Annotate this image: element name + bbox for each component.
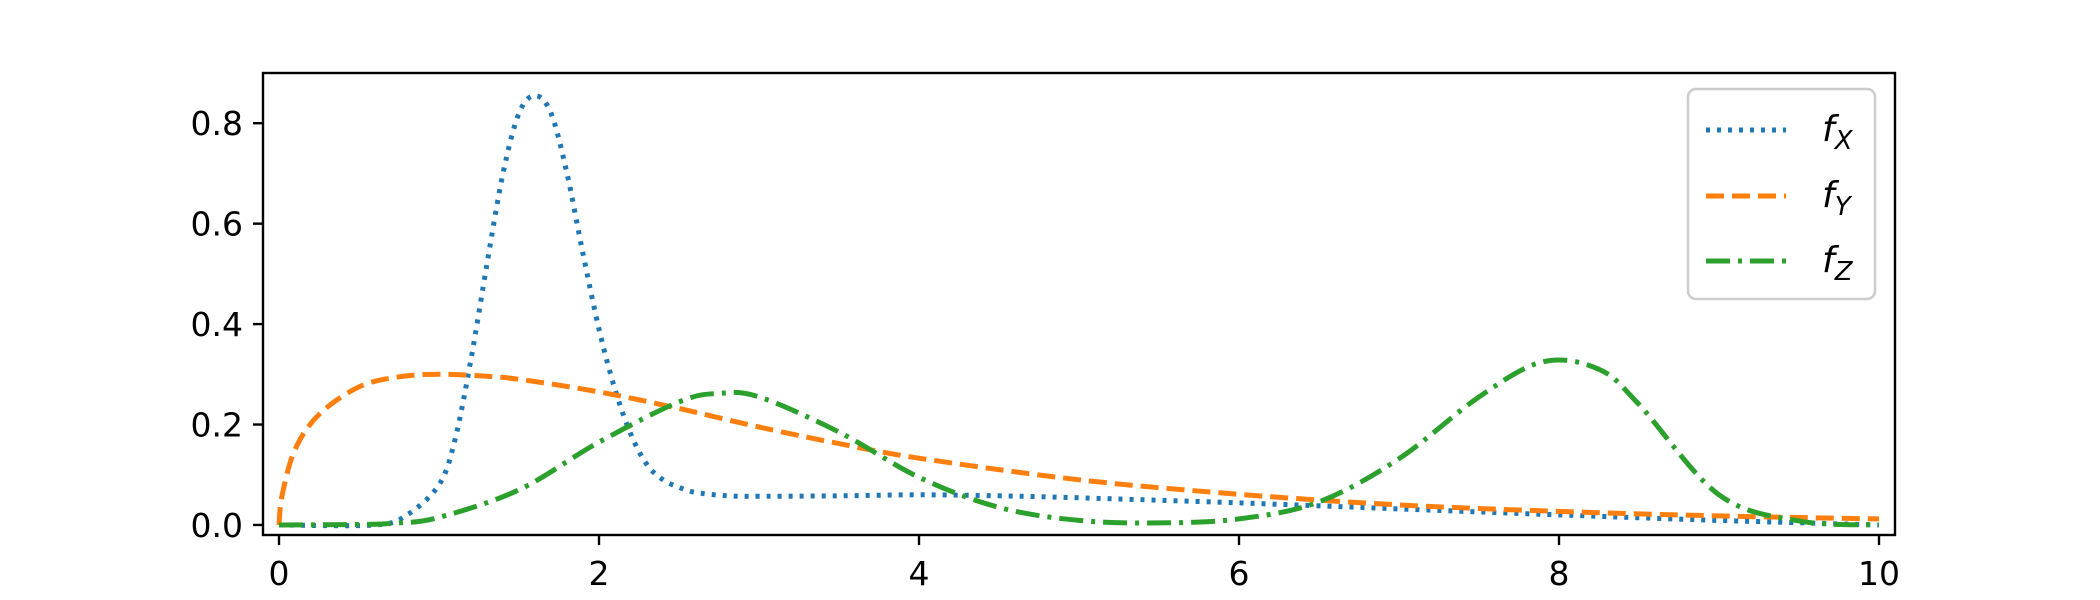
- y-tick-label: 0.2: [191, 406, 243, 445]
- series-line-fx: [278, 93, 1880, 529]
- x-tick-label: 4: [909, 554, 930, 593]
- legend-fy-subscript: Y: [1835, 192, 1853, 222]
- legend: fX fY fZ: [1686, 87, 1877, 301]
- legend-label-fx: fX: [1822, 109, 1854, 156]
- legend-fx-subscript: X: [1833, 126, 1854, 156]
- x-tick-label: 0: [269, 554, 290, 593]
- x-axis: 0 2 4 6 8 10: [269, 535, 1900, 593]
- y-tick-label: 0.0: [191, 506, 243, 545]
- x-tick-label: 10: [1858, 554, 1900, 593]
- x-tick-label: 2: [589, 554, 610, 593]
- plot-background: [263, 73, 1895, 535]
- legend-fz-subscript: Z: [1834, 257, 1854, 287]
- x-tick-label: 6: [1229, 554, 1250, 593]
- y-tick-label: 0.4: [191, 305, 243, 344]
- x-tick-label: 8: [1549, 554, 1570, 593]
- series-lines: [276, 93, 1880, 529]
- series-line-fy: [276, 371, 1880, 526]
- y-axis: 0.0 0.2 0.4 0.6 0.8: [191, 104, 263, 545]
- plot-frame: [261, 71, 1897, 537]
- legend-frame: [1686, 87, 1877, 301]
- y-tick-label: 0.6: [191, 205, 243, 244]
- y-tick-label: 0.8: [191, 104, 243, 143]
